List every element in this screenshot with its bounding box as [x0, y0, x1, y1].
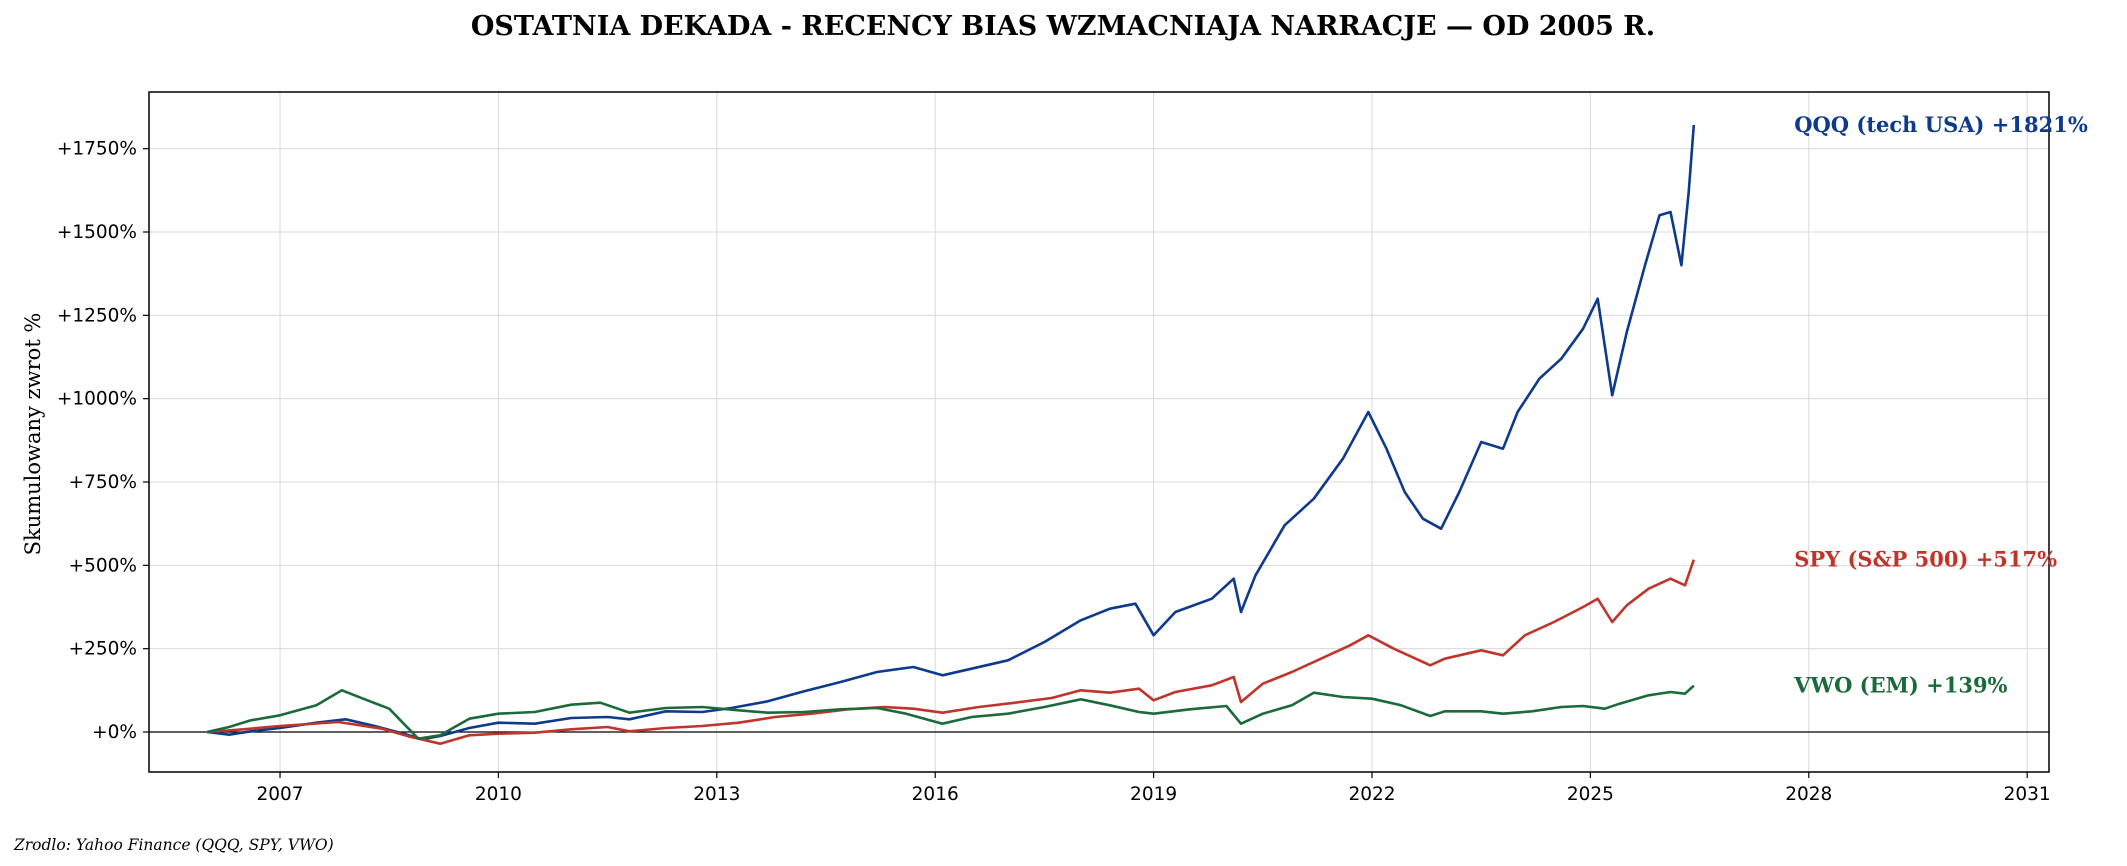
series-end-label-spy: SPY (S&P 500) +517% — [1794, 547, 2057, 572]
y-tick-label: +500% — [69, 555, 137, 576]
x-tick-label: 2010 — [475, 784, 522, 805]
x-tick-label: 2007 — [256, 784, 303, 805]
y-axis: +0% +250% +500% +750% +1000% +1250% +1500% +175… — [57, 139, 149, 743]
y-tick-label: +1250% — [57, 305, 137, 326]
series-end-labels: QQQ (tech USA) +1821% SPY (S&P 500) +517%… — [1793, 112, 2088, 698]
y-axis-label: Skumulowany zwrot % — [21, 313, 45, 556]
y-tick-label: +250% — [69, 639, 137, 660]
x-tick-label: 2019 — [1130, 784, 1177, 805]
series-line-qqq — [207, 124, 1696, 741]
series-end-label-vwo: VWO (EM) +139% — [1793, 673, 2007, 698]
y-tick-label: +1000% — [57, 389, 137, 410]
chart-title: OSTATNIA DEKADA - RECENCY BIAS WZMACNIAJ… — [471, 11, 1655, 42]
x-tick-label: 2013 — [693, 784, 740, 805]
x-axis: 2007 2010 2013 2016 2019 2022 2025 2028 2031 — [256, 772, 2051, 805]
y-tick-label: +0% — [92, 722, 137, 743]
y-tick-label: +750% — [69, 472, 137, 493]
x-tick-label: 2031 — [2004, 784, 2051, 805]
x-tick-label: 2028 — [1785, 784, 1832, 805]
series-line-vwo — [206, 684, 1695, 740]
plot-frame — [148, 91, 2050, 773]
x-tick-label: 2025 — [1567, 784, 1614, 805]
series-line-spy — [207, 559, 1696, 745]
x-tick-label: 2022 — [1348, 784, 1395, 805]
y-tick-label: +1500% — [57, 222, 137, 243]
x-tick-label: 2016 — [912, 784, 959, 805]
series-end-label-qqq: QQQ (tech USA) +1821% — [1794, 112, 2088, 137]
grid — [149, 92, 2049, 772]
source-note: Zrodlo: Yahoo Finance (QQQ, SPY, VWO) — [13, 836, 334, 854]
y-tick-label: +1750% — [57, 139, 137, 160]
series-lines — [206, 124, 1696, 745]
